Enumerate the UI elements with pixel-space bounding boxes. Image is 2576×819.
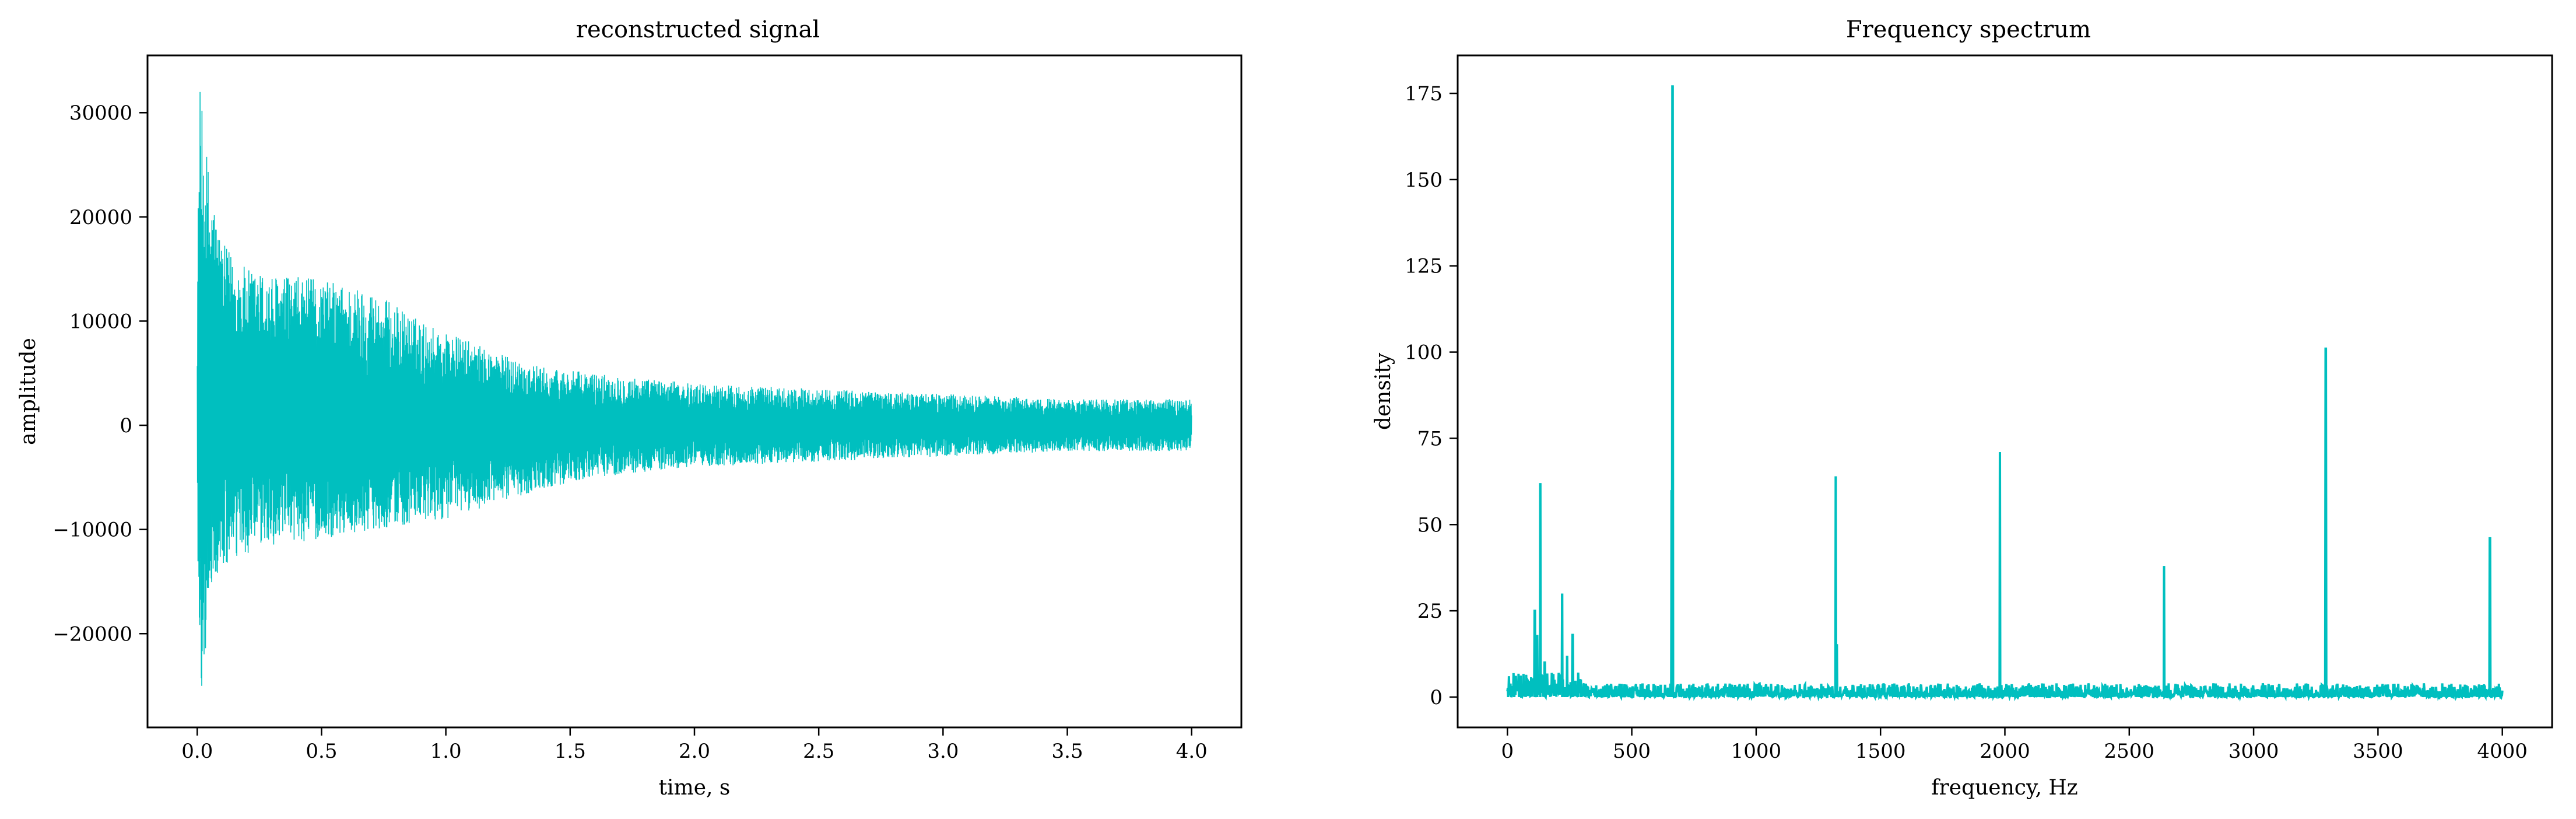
chart-frequency-spectrum: Frequency spectrum 0 500 1000 1500 2000 2500 3…	[1371, 16, 2553, 800]
chart-reconstructed-signal: reconstructed signal 0.0 0.5 1.0 1.5 2.0 2.5 3…	[16, 16, 1243, 800]
chart-1-x-axis-label: time, s	[659, 776, 731, 800]
x-tick-label: 2000	[1980, 740, 2030, 763]
x-tick-label: 0.0	[181, 740, 213, 763]
x-tick-label: 3.0	[927, 740, 959, 763]
signal-line	[196, 92, 1192, 686]
y-tick-label: 25	[1417, 600, 1443, 623]
x-tick-label: 0	[1501, 740, 1514, 763]
chart-2-y-ticks: 0 25 50 75 100 125 150 175	[1405, 82, 1458, 709]
x-tick-label: 2.5	[803, 740, 834, 763]
x-tick-label: 1.5	[554, 740, 586, 763]
spectrum-trace	[1506, 85, 2504, 702]
x-tick-label: 0.5	[306, 740, 337, 763]
y-tick-label: −20000	[52, 622, 132, 646]
chart-1-y-ticks: −20000 −10000 0 10000 20000 30000	[52, 102, 148, 646]
y-tick-label: 20000	[69, 206, 132, 229]
x-tick-label: 1.0	[430, 740, 462, 763]
x-tick-label: 1000	[1731, 740, 1782, 763]
y-tick-label: −10000	[52, 519, 132, 542]
x-tick-label: 3500	[2353, 740, 2403, 763]
x-tick-label: 2.0	[679, 740, 710, 763]
y-tick-label: 125	[1405, 255, 1443, 278]
x-tick-label: 1500	[1855, 740, 1906, 763]
chart-2-y-axis-label: density	[1371, 352, 1395, 430]
chart-1-y-axis-label: amplitude	[16, 338, 40, 445]
y-tick-label: 50	[1417, 513, 1443, 537]
x-tick-label: 500	[1613, 740, 1651, 763]
signal-trace	[196, 92, 1192, 686]
chart-2-title: Frequency spectrum	[1846, 16, 2091, 43]
y-tick-label: 75	[1417, 427, 1443, 450]
chart-1-x-ticks: 0.0 0.5 1.0 1.5 2.0 2.5 3.0 3.5 4.0	[181, 727, 1208, 763]
chart-1-title: reconstructed signal	[576, 16, 820, 43]
y-tick-label: 30000	[69, 102, 132, 125]
y-tick-label: 150	[1405, 169, 1443, 192]
x-tick-label: 4000	[2477, 740, 2528, 763]
x-tick-label: 2500	[2104, 740, 2155, 763]
y-tick-label: 0	[120, 414, 132, 438]
y-tick-label: 0	[1430, 686, 1443, 709]
x-tick-label: 3.5	[1052, 740, 1083, 763]
y-tick-label: 175	[1405, 82, 1443, 106]
x-tick-label: 3000	[2228, 740, 2279, 763]
x-tick-label: 4.0	[1176, 740, 1208, 763]
y-tick-label: 100	[1405, 341, 1443, 365]
y-tick-label: 10000	[69, 310, 132, 333]
chart-2-x-axis-label: frequency, Hz	[1931, 776, 2078, 800]
chart-2-x-ticks: 0 500 1000 1500 2000 2500 3000 3500 4000	[1501, 727, 2528, 763]
